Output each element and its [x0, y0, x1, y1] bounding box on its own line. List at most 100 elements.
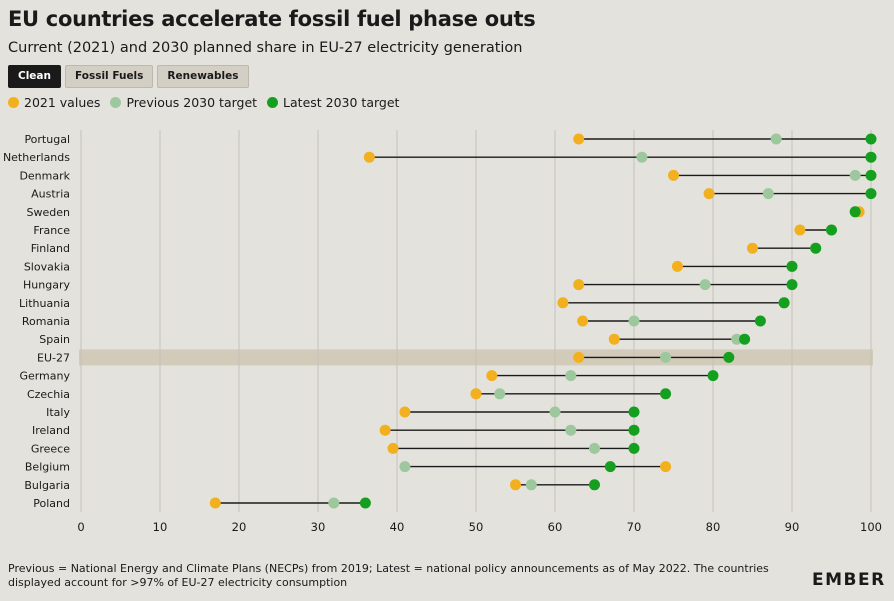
point-latest-target — [865, 188, 877, 200]
footnote: Previous = National Energy and Climate P… — [8, 562, 769, 589]
country-label: Austria — [31, 188, 70, 201]
point-latest-target — [826, 224, 837, 236]
tab-fossil-fuels[interactable]: Fossil Fuels — [65, 65, 154, 88]
country-label: Germany — [19, 370, 70, 383]
country-label: EU-27 — [37, 351, 70, 364]
legend-label-latest: Latest 2030 target — [283, 95, 400, 110]
point-2021 — [573, 279, 585, 291]
country-label: Bulgaria — [24, 479, 70, 492]
point-previous-target — [636, 151, 648, 163]
point-2021 — [510, 479, 521, 491]
country-label: Czechia — [27, 388, 70, 401]
point-previous-target — [762, 188, 774, 200]
legend-dot-previous — [110, 97, 122, 108]
point-2021 — [470, 388, 482, 400]
point-latest-target — [786, 279, 798, 291]
point-previous-target — [565, 424, 577, 436]
legend-label-2021: 2021 values — [24, 95, 101, 110]
point-latest-target — [865, 133, 877, 145]
point-latest-target — [849, 206, 861, 218]
country-label: Poland — [33, 497, 70, 510]
country-label: Belgium — [25, 461, 70, 474]
point-latest-target — [865, 169, 877, 181]
point-previous-target — [699, 279, 711, 291]
x-tick-label: 70 — [627, 520, 642, 534]
x-tick-label: 60 — [548, 520, 563, 534]
country-label: Ireland — [32, 424, 70, 437]
legend-item-2021: 2021 values — [8, 95, 100, 110]
x-tick-label: 10 — [153, 520, 168, 534]
tab-renewables[interactable]: Renewables — [157, 65, 249, 88]
x-tick-label: 50 — [469, 520, 484, 534]
country-label: France — [33, 224, 70, 237]
country-label: Romania — [22, 315, 70, 328]
point-latest-target — [810, 242, 822, 254]
country-label: Portugal — [24, 133, 70, 146]
point-2021 — [573, 133, 585, 145]
point-2021 — [660, 461, 672, 473]
point-latest-target — [589, 479, 600, 491]
point-2021 — [747, 242, 758, 254]
legend-item-latest: Latest 2030 target — [267, 95, 399, 110]
legend-dot-latest — [267, 97, 279, 108]
point-2021 — [668, 169, 679, 181]
point-previous-target — [328, 497, 340, 509]
point-previous-target — [399, 461, 411, 473]
point-previous-target — [549, 406, 561, 418]
point-previous-target — [849, 169, 861, 181]
point-previous-target — [494, 388, 506, 400]
point-latest-target — [628, 442, 640, 454]
point-latest-target — [628, 424, 640, 436]
point-2021 — [794, 224, 806, 236]
x-tick-label: 80 — [706, 520, 721, 534]
point-2021 — [399, 406, 411, 418]
point-latest-target — [359, 497, 371, 509]
country-label: Italy — [46, 406, 70, 419]
point-2021 — [671, 260, 683, 272]
point-2021 — [486, 370, 498, 382]
tab-bar: Clean Fossil Fuels Renewables — [8, 65, 249, 88]
legend-dot-2021 — [8, 97, 19, 108]
page-title: EU countries accelerate fossil fuel phas… — [8, 7, 536, 31]
point-previous-target — [660, 351, 672, 363]
x-tick-label: 30 — [311, 520, 326, 534]
chart-legend: 2021 values Previous 2030 target Latest … — [8, 95, 399, 110]
country-label: Finland — [31, 242, 70, 255]
point-latest-target — [604, 461, 616, 473]
point-2021 — [703, 188, 715, 200]
country-label: Sweden — [27, 206, 70, 219]
point-latest-target — [628, 406, 640, 418]
point-2021 — [379, 424, 391, 436]
point-2021 — [577, 315, 589, 327]
point-previous-target — [628, 315, 640, 327]
point-2021 — [209, 497, 221, 509]
point-previous-target — [731, 333, 743, 345]
point-previous-target — [589, 442, 600, 454]
ember-logo: EMBER — [812, 570, 886, 590]
country-label: Spain — [39, 333, 70, 346]
country-label: Slovakia — [24, 260, 70, 273]
x-tick-label: 90 — [785, 520, 800, 534]
point-2021 — [363, 151, 375, 163]
country-label: Netherlands — [3, 151, 70, 164]
point-latest-target — [778, 297, 790, 309]
tab-clean[interactable]: Clean — [8, 65, 61, 88]
point-latest-target — [660, 388, 672, 400]
point-latest-target — [754, 315, 766, 327]
point-previous-target — [525, 479, 537, 491]
country-label: Lithuania — [19, 297, 70, 310]
legend-item-previous: Previous 2030 target — [110, 95, 257, 110]
x-tick-label: 40 — [390, 520, 405, 534]
point-latest-target — [786, 260, 798, 272]
x-tick-label: 0 — [77, 520, 84, 534]
point-latest-target — [707, 370, 719, 382]
country-label: Hungary — [23, 279, 70, 292]
point-2021 — [557, 297, 569, 309]
point-previous-target — [770, 133, 782, 145]
x-tick-label: 100 — [860, 520, 882, 534]
legend-label-previous: Previous 2030 target — [126, 95, 258, 110]
point-2021 — [573, 351, 585, 363]
point-2021 — [608, 333, 620, 345]
page-subtitle: Current (2021) and 2030 planned share in… — [8, 40, 523, 56]
